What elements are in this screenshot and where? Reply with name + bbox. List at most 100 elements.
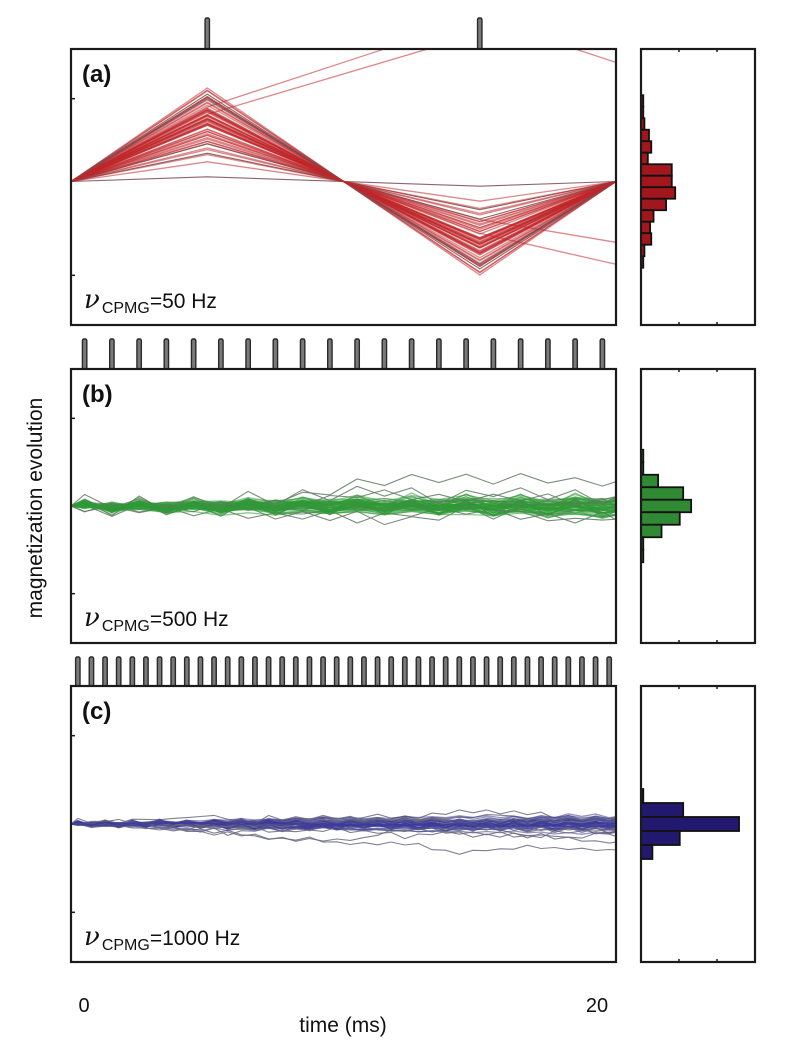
cpmg-subscript: CPMG: [102, 300, 150, 317]
pulse-b-20: [599, 338, 606, 370]
plot-frame-c: [69, 684, 618, 964]
x-axis-title: time (ms): [299, 1014, 387, 1037]
pulse-c-34: [524, 656, 531, 687]
pulse-c-15: [265, 656, 272, 687]
pulse-b-16: [490, 338, 497, 370]
trajectory: [71, 818, 616, 840]
pulse-c-40: [606, 656, 613, 687]
histogram-bar: [640, 128, 650, 143]
pulse-c-3: [102, 656, 108, 687]
x-tick-label-20: 20: [586, 995, 608, 1017]
trajectory: [71, 823, 616, 855]
panel-a: (a) ν CPMG=50 Hz: [69, 17, 757, 327]
frequency-label-b: ν CPMG=500 Hz: [84, 603, 229, 635]
pulse-b-18: [544, 338, 551, 370]
trajectory: [71, 503, 616, 513]
histogram-bar: [640, 802, 685, 818]
pulse-c-19: [320, 656, 326, 687]
histogram-bar: [640, 498, 693, 514]
x-tick-label-0: 0: [78, 995, 89, 1017]
plot-frame-a: [69, 47, 618, 327]
pulse-c-28: [442, 656, 449, 687]
pulse-c-29: [456, 656, 463, 687]
panel-c: (c) ν CPMG=1000 Hz: [69, 656, 757, 964]
pulse-b-5: [190, 338, 197, 370]
pulse-c-9: [183, 656, 190, 687]
histogram-bar: [640, 209, 655, 223]
plot-frame-b: [69, 367, 618, 645]
pulse-c-21: [347, 656, 354, 687]
histogram-bar: [640, 473, 660, 489]
histogram-frame-a: [639, 47, 757, 327]
pulse-c-14: [252, 656, 258, 687]
panel-label-a: (a): [82, 61, 111, 88]
pulse-b-9: [299, 338, 306, 370]
pulse-train-b: [81, 338, 606, 370]
pulse-c-1: [74, 656, 81, 687]
pulse-c-38: [579, 656, 585, 687]
panels: (a)ν CPMG=50 Hz(b)ν CPMG=500 Hz(c)ν CPMG=10…: [69, 17, 757, 964]
pulse-train-c: [74, 656, 613, 687]
pulse-b-3: [136, 338, 143, 370]
pulse-c-17: [292, 656, 299, 687]
pulse-b-13: [408, 338, 415, 370]
pulse-c-32: [497, 656, 504, 687]
pulse-c-22: [361, 656, 367, 687]
y-axis-title: magnetization evolution: [24, 398, 47, 619]
histogram-bar: [640, 523, 663, 539]
pulse-c-12: [224, 656, 231, 687]
pulse-c-16: [279, 656, 286, 687]
trajectory: [71, 485, 616, 510]
pulse-b-19: [572, 338, 579, 370]
pulse-c-27: [429, 656, 435, 687]
histogram-bar: [640, 140, 653, 154]
histogram-bar: [640, 186, 677, 200]
trajectories-a: [71, 49, 616, 276]
pulse-b-2: [108, 338, 115, 370]
frequency-value: =500 Hz: [150, 608, 229, 631]
pulse-c-25: [401, 656, 408, 687]
nu-symbol: ν: [84, 922, 100, 952]
histogram-bar: [640, 486, 685, 501]
pulse-c-31: [483, 656, 490, 687]
pulse-c-23: [374, 656, 381, 687]
pulse-c-39: [592, 656, 599, 687]
pulse-c-8: [170, 656, 177, 687]
trajectories-b: [71, 473, 616, 526]
panel-label-b: (b): [82, 381, 113, 408]
pulse-b-12: [381, 338, 388, 370]
pulse-b-15: [463, 338, 470, 370]
frequency-label-c: ν CPMG=1000 Hz: [84, 922, 240, 954]
histogram-frame-b: [639, 367, 757, 645]
pulse-c-10: [197, 656, 204, 687]
trajectory: [71, 821, 616, 828]
histogram-a: [639, 47, 757, 327]
trajectories-c: [71, 809, 616, 855]
frequency-value: =1000 Hz: [150, 927, 240, 950]
trajectory: [71, 49, 616, 183]
pulse-c-36: [551, 656, 558, 687]
pulse-b-7: [245, 338, 252, 370]
pulse-c-33: [510, 656, 517, 687]
trajectory: [71, 129, 616, 265]
cpmg-subscript: CPMG: [102, 937, 150, 954]
trajectory: [71, 817, 616, 827]
pulse-c-26: [415, 656, 422, 687]
pulse-c-2: [88, 656, 95, 687]
pulse-c-37: [565, 656, 572, 687]
nu-symbol: ν: [84, 603, 100, 633]
pulse-c-6: [143, 656, 149, 687]
pulse-b-11: [354, 338, 361, 370]
histogram-bar: [640, 511, 681, 526]
frequency-label-a: ν CPMG=50 Hz: [84, 285, 217, 317]
pulse-b-6: [217, 338, 224, 370]
pulse-c-24: [388, 656, 395, 687]
histogram-bar: [640, 844, 654, 860]
histogram-bar: [640, 232, 653, 246]
panel-label-c: (c): [82, 698, 111, 725]
histogram-bar: [640, 163, 673, 177]
histogram-bar: [640, 220, 652, 235]
pulse-b-8: [272, 338, 279, 370]
pulse-c-13: [238, 656, 245, 687]
